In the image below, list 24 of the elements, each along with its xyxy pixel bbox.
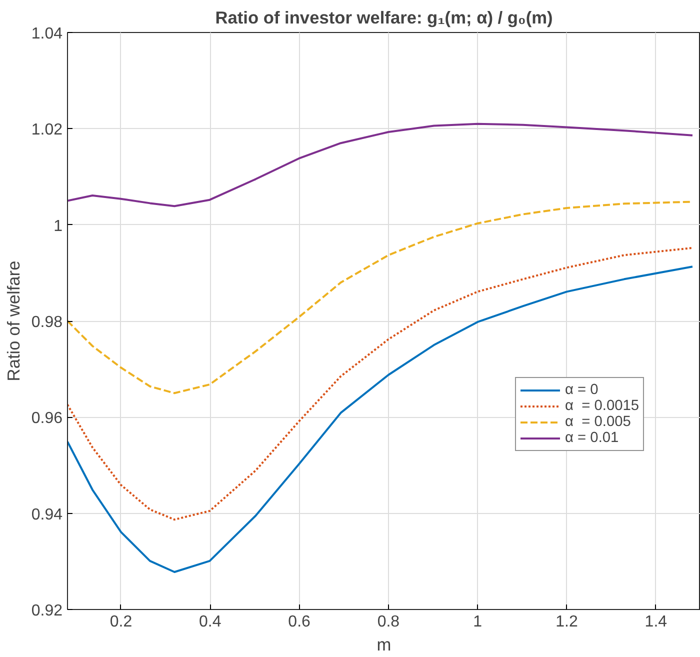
legend-label: α = 0.0015 [565, 398, 640, 414]
y-tick-label: 1.02 [31, 122, 63, 139]
y-tick-label: 0.98 [31, 314, 63, 331]
y-tick-label: 0.94 [31, 506, 63, 524]
legend-label: α = 0.01 [565, 430, 619, 446]
x-tick-label: 1.4 [644, 614, 668, 630]
x-tick-label: 1.2 [556, 614, 578, 630]
x-tick-label: 0.4 [199, 614, 222, 630]
x-axis-title: m [376, 634, 392, 654]
legend-label: α = 0 [565, 382, 598, 398]
y-tick-label: 1.04 [31, 26, 63, 42]
x-tick-label: 0.8 [377, 614, 400, 630]
line-series [68, 122, 694, 208]
x-tick-label: 0.6 [288, 614, 311, 630]
x-tick-label: 1 [473, 614, 482, 630]
chart-title: Ratio of investor welfare: g₁(m; α) / g₀(m) [215, 8, 553, 28]
line-series [68, 266, 694, 573]
legend-label: α = 0.005 [565, 414, 631, 430]
y-tick-label: 0.96 [31, 410, 63, 428]
y-tick-label: 0.92 [31, 602, 63, 620]
line-series [68, 246, 694, 521]
y-axis-title: Ratio of welfare [3, 260, 24, 382]
y-tick-label: 1 [54, 218, 63, 235]
x-tick-label: 0.2 [110, 614, 132, 630]
